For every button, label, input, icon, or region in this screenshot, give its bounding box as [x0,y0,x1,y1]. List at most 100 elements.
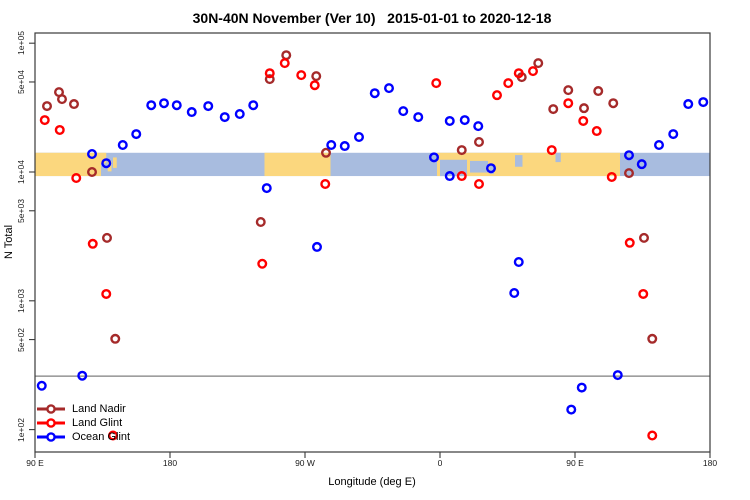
point-land-glint [563,98,574,109]
map-band-water-patch [470,160,488,173]
point-ocean-glint [77,370,88,381]
point-land-glint [431,78,442,89]
point-land-nadir [548,104,559,115]
map-band-land [113,157,117,168]
point-land-glint [591,126,602,137]
point-ocean-glint [219,112,230,123]
point-land-glint [54,124,65,135]
point-ocean-glint [683,99,694,110]
x-axis-title: Longitude (deg E) [328,476,416,488]
plot-border [34,32,711,453]
point-ocean-glint [668,129,679,140]
point-land-glint [503,78,514,89]
map-band-land [35,152,101,177]
point-ocean-glint [203,101,214,112]
point-land-glint [492,90,503,101]
point-land-nadir [68,99,79,110]
point-land-nadir [86,166,97,177]
point-land-glint [107,430,118,441]
point-ocean-glint [354,131,365,142]
point-land-nadir [321,147,332,158]
point-ocean-glint [326,140,337,151]
point-land-nadir [255,217,266,228]
point-land-nadir [57,94,68,105]
point-ocean-glint [444,115,455,126]
point-ocean-glint [158,98,169,109]
point-ocean-glint [339,141,350,152]
point-ocean-glint [566,404,577,415]
point-ocean-glint [384,83,395,94]
point-ocean-glint [186,107,197,118]
point-ocean-glint [459,115,470,126]
legend-label: Land Nadir [72,403,126,415]
point-ocean-glint [509,287,520,298]
point-land-nadir [533,58,544,69]
point-land-nadir [110,333,121,344]
point-land-nadir [624,168,635,179]
point-ocean-glint [171,100,182,111]
point-land-nadir [101,232,112,243]
point-land-nadir [593,86,604,97]
point-land-nadir [474,136,485,147]
y-tick-label: 1e+04 [16,160,26,184]
map-band-land [101,152,107,164]
legend-label: Ocean Glint [72,431,131,443]
legend-item-land-nadir: Land Nadir [36,402,130,416]
point-ocean-glint [234,109,245,120]
point-ocean-glint [248,100,259,111]
point-land-glint [638,288,649,299]
point-ocean-glint [413,112,424,123]
point-ocean-glint [117,140,128,151]
point-ocean-glint [86,148,97,159]
point-land-nadir [281,50,292,61]
point-ocean-glint [486,163,497,174]
point-land-glint [309,80,320,91]
point-ocean-glint [636,159,647,170]
point-land-glint [528,66,539,77]
x-tick-label: 0 [437,458,443,468]
point-land-glint [279,58,290,69]
point-ocean-glint [612,370,623,381]
point-land-glint [647,430,658,441]
map-band-water-patch [555,152,561,163]
point-land-glint [39,115,50,126]
point-land-nadir [311,71,322,82]
y-tick-label: 5e+03 [16,198,26,223]
point-land-nadir [647,333,658,344]
x-tick-label: 90 E [566,458,584,468]
y-axis-title: N Total [3,224,15,260]
point-land-glint [296,70,307,81]
point-land-glint [624,237,635,248]
y-tick-label: 5e+04 [16,70,26,94]
y-tick-label: 5e+02 [16,327,26,352]
x-tick-label: 180 [702,458,718,468]
point-ocean-glint [261,183,272,194]
x-tick-label: 90 E [26,458,44,468]
point-land-glint [320,178,331,189]
legend-item-ocean-glint: Ocean Glint [36,430,130,444]
y-tick-label: 1e+02 [16,417,26,442]
point-land-glint [101,288,112,299]
legend-item-land-glint: Land Glint [36,416,130,430]
point-land-glint [606,171,617,182]
point-ocean-glint [101,158,112,169]
map-band-land [264,152,331,177]
point-ocean-glint [36,380,47,391]
point-land-glint [71,173,82,184]
point-land-glint [578,115,589,126]
point-land-glint [456,171,467,182]
point-ocean-glint [654,140,665,151]
point-land-nadir [639,232,650,243]
legend-marker-land-nadir [37,404,65,414]
point-land-glint [513,68,524,79]
point-land-nadir [563,85,574,96]
point-ocean-glint [312,241,323,252]
point-ocean-glint [576,382,587,393]
point-ocean-glint [698,97,709,108]
point-land-nadir [456,145,467,156]
point-land-nadir [579,103,590,114]
map-band-water-patch [489,165,494,174]
point-land-glint [264,68,275,79]
